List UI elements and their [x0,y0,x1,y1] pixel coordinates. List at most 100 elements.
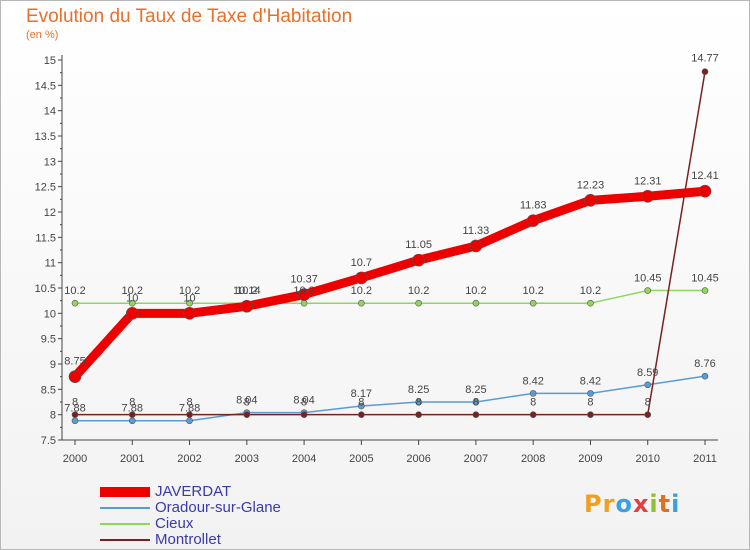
data-point [358,402,365,410]
data-label: 8 [244,397,250,409]
data-label: 11.83 [520,200,547,212]
data-point [186,417,193,425]
data-point [701,287,709,294]
legend-label: Montrollet [155,531,221,548]
y-tick-label: 8.5 [41,384,56,396]
series-montrollet [71,68,709,418]
data-label: 7.88 [179,403,200,415]
legend-swatch [100,487,150,497]
y-tick-label: 11.5 [35,232,56,244]
series-javerdat [68,184,712,383]
logo-letter: x [632,490,650,518]
data-point [71,411,79,418]
data-point [701,372,709,380]
x-tick-label: 2007 [464,453,488,465]
y-tick-label: 10 [44,308,56,320]
data-label: 10.2 [522,285,543,297]
data-point [71,417,79,425]
logo-letter: o [615,490,633,518]
data-label: 8.42 [522,375,543,387]
data-point [472,398,480,406]
y-tick-label: 10.5 [35,283,56,295]
x-tick-label: 2003 [235,453,259,465]
data-point [641,189,655,203]
y-tick-label: 14.5 [35,80,56,92]
data-label: 8 [129,397,135,409]
data-label: 10.2 [351,285,372,297]
data-label: 8 [645,397,651,409]
data-point [243,411,251,418]
data-point [526,214,540,227]
data-label: 8 [358,397,364,409]
y-tick-label: 11 [45,258,56,270]
data-point [529,299,537,307]
data-point [587,411,594,418]
data-label: 10.2 [179,285,200,297]
data-label: 10.2 [122,285,143,297]
data-point [300,299,308,307]
series-cieux [71,287,709,307]
x-tick-label: 2009 [578,453,602,465]
series-line [70,186,710,382]
data-label: 10.2 [465,285,486,297]
data-point [587,299,594,307]
data-point [128,417,136,425]
y-tick-label: 12 [44,207,56,219]
chart-subtitle: (en %) [26,29,59,41]
y-tick-label: 8 [50,410,56,422]
data-label: 12.41 [691,170,719,182]
series-line [74,375,706,422]
data-point [186,299,193,307]
logo-letter: r [602,490,616,518]
data-label: 10.2 [580,285,601,297]
x-tick-label: 2004 [292,453,316,465]
legend-label: JAVERDAT [155,483,232,500]
data-label: 10 [126,292,138,304]
data-label: 10.7 [351,257,372,269]
logo-letter: t [658,490,672,518]
data-label: 8 [587,397,593,409]
data-label: 10.2 [293,285,314,297]
x-tick-label: 2011 [693,453,717,465]
data-point [698,184,712,198]
data-point [644,287,652,294]
data-point [469,239,483,253]
data-label: 8.59 [637,367,658,379]
data-point [472,299,480,307]
data-point [415,398,422,406]
data-label: 8 [186,397,192,409]
data-label: 12.31 [634,175,662,187]
y-tick-label: 15 [44,55,56,67]
data-point [68,370,82,383]
series-line [74,289,706,304]
y-tick-label: 12.5 [35,182,56,194]
logo-letter: i [649,490,659,518]
data-label: 7.88 [64,403,85,415]
data-point [183,307,196,320]
series-oradour-sur-glane [71,372,709,425]
y-tick-label: 13.5 [35,131,56,143]
data-point [529,390,537,397]
legend-swatch [100,507,150,509]
y-tick-label: 14 [44,106,56,118]
y-tick-label: 7.5 [41,435,56,447]
data-label: 8.04 [293,395,314,407]
data-label: 8.04 [236,395,257,407]
data-point [297,288,311,301]
data-label: 10.2 [408,285,429,297]
data-point [71,299,79,307]
data-label: 12.23 [577,179,605,191]
data-point [529,411,537,418]
data-label: 8.25 [408,384,429,396]
x-tick-label: 2001 [120,453,144,465]
data-point [125,307,139,320]
data-point [186,411,193,418]
x-tick-label: 2000 [63,453,87,465]
data-point [587,390,594,397]
data-point [300,411,308,418]
legend-swatch [100,523,150,525]
data-point [415,411,422,418]
legend-label: Oradour-sur-Glane [155,499,281,516]
data-label: 10.37 [290,274,318,286]
data-point [644,411,652,418]
